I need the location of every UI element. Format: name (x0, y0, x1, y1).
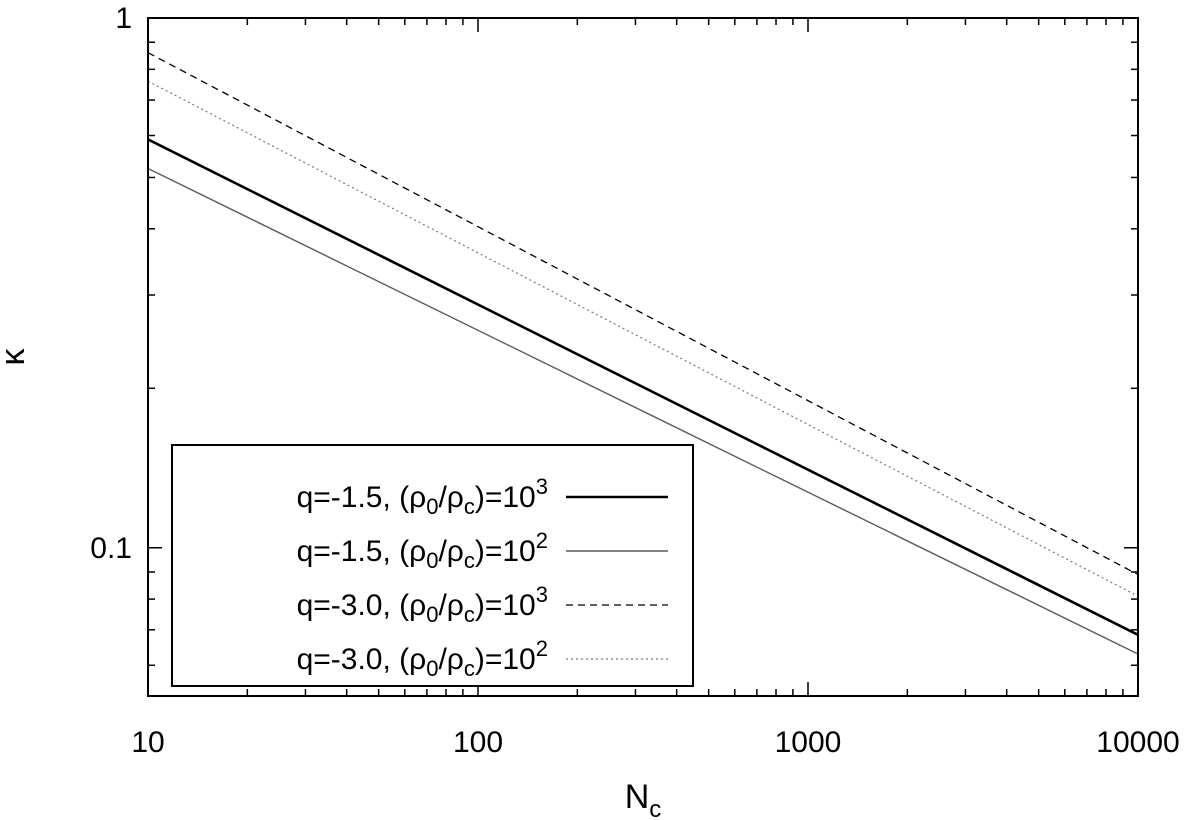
plot-frame (147, 17, 1139, 697)
x-tick-label: 100 (453, 726, 503, 759)
legend-label-q-3-0-0-c-10-3: q=-3.0, (ρ0/ρc)=103 (297, 582, 548, 627)
x-tick-label: 1000 (775, 726, 842, 759)
x-tick-label: 10 (131, 726, 164, 759)
plot-lines (148, 52, 1138, 655)
tick-labels: 10 100 1000 10000 0.1 1 (90, 2, 1179, 759)
legend-box (171, 444, 694, 687)
x-axis-label: Nc (625, 778, 662, 820)
legend-item: q=-1.5, (ρ0/ρc)=102 (297, 528, 668, 573)
legend: q=-1.5, (ρ0/ρc)=103 q=-1.5, (ρ0/ρc)=102 q=… (171, 444, 694, 687)
y-tick-label: 0.1 (90, 532, 132, 565)
legend-item: q=-1.5, (ρ0/ρc)=103 (297, 474, 668, 519)
legend-item: q=-3.0, (ρ0/ρc)=102 (297, 636, 668, 681)
legend-label-q-1-5-0-c-10-3: q=-1.5, (ρ0/ρc)=103 (297, 474, 548, 519)
y-axis-label: κ (0, 348, 32, 366)
y-tick-label: 1 (115, 2, 132, 35)
legend-label-q-1-5-0-c-10-2: q=-1.5, (ρ0/ρc)=102 (297, 528, 548, 573)
series-line-2 (148, 167, 1138, 655)
series-line-4 (148, 80, 1138, 597)
series-line-1 (148, 138, 1138, 636)
legend-label-q-3-0-0-c-10-2: q=-3.0, (ρ0/ρc)=102 (297, 636, 548, 681)
series-line-3 (148, 52, 1138, 576)
legend-item: q=-3.0, (ρ0/ρc)=103 (297, 582, 668, 627)
x-tick-label: 10000 (1096, 726, 1179, 759)
